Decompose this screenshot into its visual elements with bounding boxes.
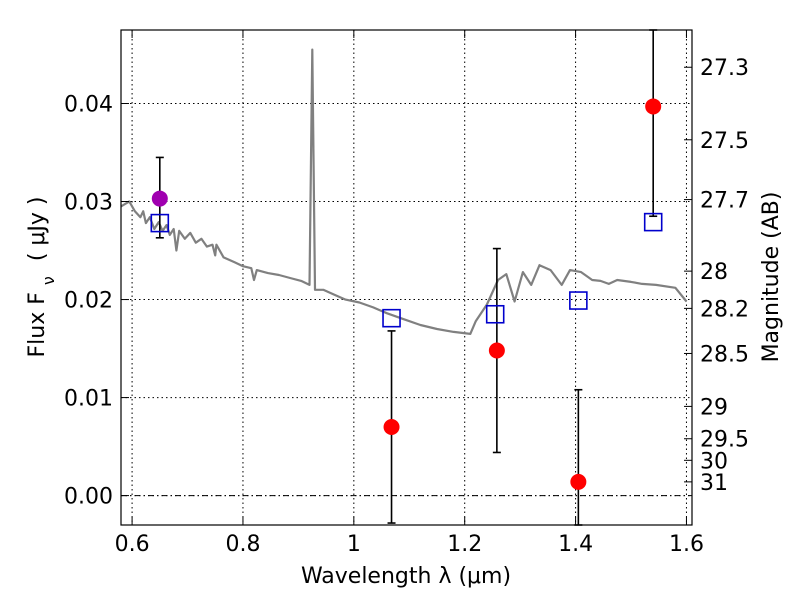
right-tick-label: 28.5 [700, 342, 749, 367]
y-tick-label: 0.04 [64, 93, 113, 118]
right-tick-label: 28 [700, 260, 728, 285]
right-tick-label: 29 [700, 395, 728, 420]
right-tick-label: 28.2 [700, 297, 749, 322]
right-tick-label: 30 [700, 449, 728, 474]
spectrum-line [120, 48, 688, 335]
x-tick-label: 1.6 [669, 532, 704, 557]
error-bars [155, 29, 658, 526]
model-photometry-square [485, 304, 505, 324]
model-photometry-square [382, 308, 401, 328]
model-photometry-square [643, 212, 663, 232]
y-axis-title-right: Magnitude (AB) [759, 192, 784, 363]
ticks: 0.6 0.8 1 1.2 1.4 1.6 0.00 0.01 0.02 0.03 0.04 27.3… [64, 30, 749, 557]
observed-red-point [645, 98, 662, 115]
x-tick-label: 1.2 [447, 532, 482, 557]
right-tick-label: 27.7 [700, 189, 749, 214]
y-tick-label: 0.00 [64, 485, 113, 510]
observed-red-point [570, 473, 587, 490]
x-tick-label: 0.6 [115, 532, 150, 557]
y-tick-label: 0.03 [64, 191, 113, 216]
x-tick-label: 0.8 [225, 532, 260, 557]
right-tick-label: 31 [700, 471, 728, 496]
y-axis-title-main: Flux F [25, 292, 50, 357]
x-tick-label: 1 [347, 532, 361, 557]
data-points [150, 98, 663, 490]
y-tick-label: 0.01 [64, 387, 113, 412]
right-tick-label: 29.5 [700, 428, 749, 453]
y-axis-title-unit: ( μJy ) [25, 197, 50, 262]
y-tick-label: 0.02 [64, 289, 113, 314]
model-photometry-square [569, 291, 588, 310]
y-axis-title-sub: ν [39, 276, 58, 285]
observed-purple-point [151, 190, 168, 207]
x-tick-label: 1.4 [558, 532, 593, 557]
plot-frame [120, 29, 693, 526]
x-axis-title: Wavelength λ (μm) [301, 564, 511, 589]
right-tick-label: 27.5 [700, 129, 749, 154]
right-tick-label: 27.3 [700, 56, 749, 81]
grid [121, 30, 692, 525]
y-axis-title-left: Flux F ν ( μJy ) [25, 197, 58, 358]
model-photometry-square [150, 213, 170, 233]
observed-red-point [488, 342, 505, 359]
observed-red-point [383, 418, 400, 435]
template-spectrum [120, 48, 688, 335]
